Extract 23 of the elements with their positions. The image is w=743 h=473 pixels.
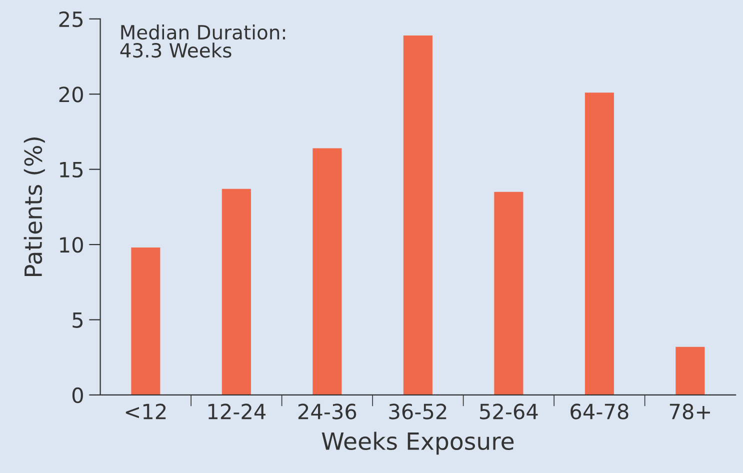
bar [494, 192, 524, 395]
bar [131, 248, 160, 395]
y-tick-label: 15 [60, 162, 83, 178]
bar [403, 35, 432, 395]
bar [312, 148, 342, 395]
annotation: Median Duration: 43.3 Weeks [120, 24, 285, 58]
y-tick-label: 0 [72, 387, 83, 404]
x-tick-label: 36-52 [389, 404, 446, 420]
x-axis-title: Weeks Exposure [322, 432, 514, 455]
y-tick-label: 5 [72, 312, 83, 328]
y-axis-title: Patients (%) [24, 138, 45, 276]
x-tick-label: 78+ [670, 404, 710, 420]
y-tick-label: 25 [59, 11, 83, 28]
bar [676, 346, 705, 395]
bar [222, 188, 251, 395]
x-tick-label: 12-24 [208, 404, 266, 420]
y-tick-label: 20 [59, 86, 83, 102]
x-tick-label: 64-78 [570, 404, 628, 420]
x-tick-label: <12 [126, 404, 166, 420]
x-tick-label: 52-64 [480, 404, 538, 420]
x-tick-label: 24-36 [298, 404, 356, 420]
y-tick-label: 10 [60, 236, 83, 253]
bar [584, 92, 614, 395]
